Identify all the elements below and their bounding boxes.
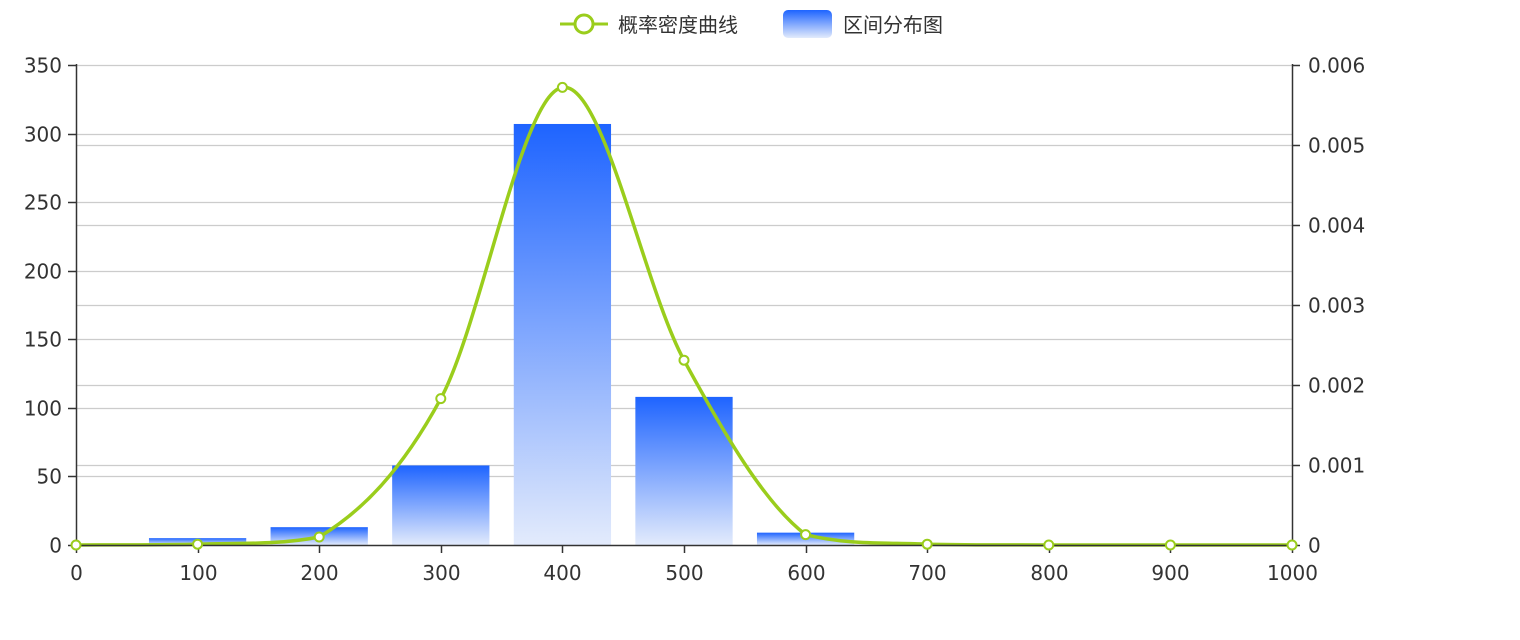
legend-item-density-curve[interactable]: 概率密度曲线 xyxy=(560,13,738,37)
density-point-marker[interactable] xyxy=(192,538,204,550)
histogram-bar[interactable] xyxy=(513,123,612,545)
density-point-marker[interactable] xyxy=(678,354,690,366)
axes: 0 50 100 150 200 250 300 350 0 0.001 0.002 0.003 0.0… xyxy=(24,54,1365,586)
y-left-tick-label: 300 xyxy=(24,123,62,147)
histogram-bar[interactable] xyxy=(635,396,733,545)
x-tick-label: 400 xyxy=(543,561,581,585)
y-right-tick-label: 0.004 xyxy=(1308,214,1365,238)
x-tick-label: 900 xyxy=(1151,561,1189,585)
legend-label-interval-bars: 区间分布图 xyxy=(843,13,943,37)
x-tick-label: 100 xyxy=(179,561,217,585)
x-tick-label: 300 xyxy=(422,561,460,585)
density-point-marker[interactable] xyxy=(1164,539,1176,551)
y-left-tick-label: 250 xyxy=(24,191,62,215)
density-point-marker[interactable] xyxy=(70,539,82,551)
y-right-tick-label: 0.002 xyxy=(1308,374,1365,398)
x-tick-label: 500 xyxy=(665,561,703,585)
y-right-tick-label: 0 xyxy=(1308,534,1321,558)
y-left-tick-label: 200 xyxy=(24,260,62,284)
legend-bar-swatch xyxy=(783,10,832,38)
y-left-tick-label: 50 xyxy=(37,465,62,489)
density-point-marker[interactable] xyxy=(800,529,812,541)
y-right-tick-label: 0.005 xyxy=(1308,134,1365,158)
density-point-marker[interactable] xyxy=(556,81,568,93)
grid-lines xyxy=(76,64,1292,478)
density-point-marker[interactable] xyxy=(435,393,447,405)
y-left-tick-label: 350 xyxy=(24,54,62,78)
y-right-tick-label: 0.003 xyxy=(1308,294,1365,318)
legend-label-density-curve: 概率密度曲线 xyxy=(618,13,738,37)
y-left-tick-label: 150 xyxy=(24,328,62,352)
y-right-tick-label: 0.001 xyxy=(1308,454,1365,478)
legend-item-interval-bars[interactable]: 区间分布图 xyxy=(783,10,943,38)
density-point-marker[interactable] xyxy=(921,538,933,550)
density-point-marker[interactable] xyxy=(313,531,325,543)
y-right-tick-label: 0.006 xyxy=(1308,54,1365,78)
density-point-marker[interactable] xyxy=(1286,539,1298,551)
x-tick-label: 200 xyxy=(300,561,338,585)
x-tick-label: 600 xyxy=(787,561,825,585)
legend-marker-swatch xyxy=(573,13,595,35)
x-tick-label: 800 xyxy=(1030,561,1068,585)
bar-series xyxy=(148,123,855,545)
y-left-tick-label: 0 xyxy=(49,534,62,558)
x-tick-label: 0 xyxy=(70,561,83,585)
histogram-bar[interactable] xyxy=(392,465,490,545)
legend: 概率密度曲线 区间分布图 xyxy=(560,10,943,38)
x-tick-label: 700 xyxy=(908,561,946,585)
density-point-marker[interactable] xyxy=(1043,539,1055,551)
y-left-tick-label: 100 xyxy=(24,397,62,421)
x-tick-label: 1000 xyxy=(1267,561,1318,585)
